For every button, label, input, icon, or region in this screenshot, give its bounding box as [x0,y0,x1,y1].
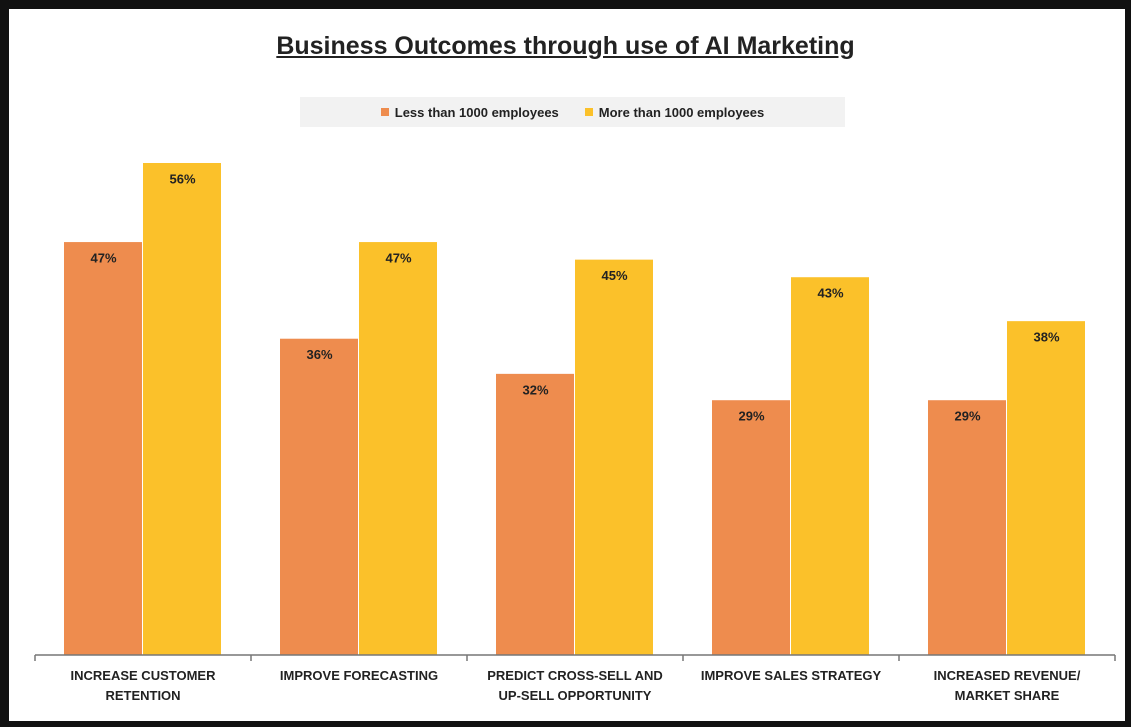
bar [64,242,142,656]
data-label: 32% [522,382,548,397]
chart-title: Business Outcomes through use of AI Mark… [276,32,855,60]
legend-item: Less than 1000 employees [380,104,559,120]
data-label: 36% [306,347,332,362]
bar [712,400,790,655]
bar [1007,321,1085,655]
bar [143,163,221,655]
data-label: 43% [817,286,843,301]
x-tick-label: PREDICT CROSS-SELL AND UP-SELL OPPORTUNI… [487,668,663,703]
bar [359,242,437,656]
data-label: 29% [738,409,764,424]
data-label: 38% [1033,330,1059,345]
bar [791,277,869,655]
bar [496,373,574,655]
x-tick-label: IMPROVE FORECASTING [279,668,439,683]
legend-item: More than 1000 employees [584,104,765,120]
legend-swatch [380,108,389,116]
data-label: 47% [90,251,116,266]
legend: Less than 1000 employees More than 1000 e… [300,97,845,127]
bar [575,259,653,655]
x-tick-label: IMPROVE SALES STRATEGY [700,668,882,683]
data-label: 47% [385,251,411,266]
legend-label: More than 1000 employees [598,104,765,120]
x-tick-label: INCREASED REVENUE/ MARKET SHARE [933,668,1081,703]
data-label: 45% [601,268,627,283]
data-label: 29% [954,409,980,424]
legend-swatch [584,108,593,116]
legend-label: Less than 1000 employees [394,104,559,120]
data-label: 56% [169,171,195,186]
bar [928,400,1006,655]
bar [280,338,358,655]
x-tick-label: INCREASE CUSTOMER RETENTION [70,668,216,703]
